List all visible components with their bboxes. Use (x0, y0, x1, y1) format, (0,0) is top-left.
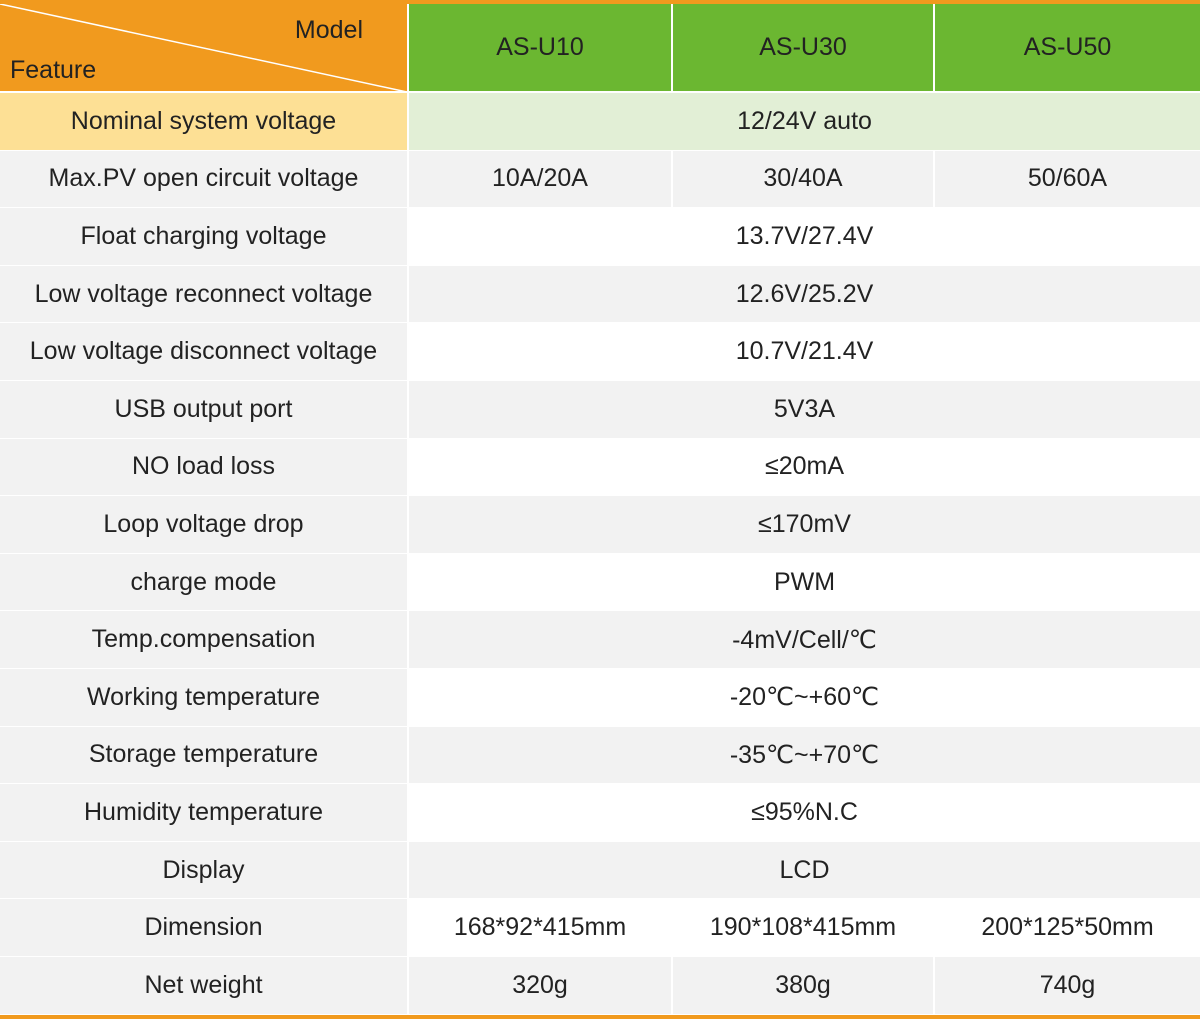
value-cell: 12.6V/25.2V (409, 265, 1200, 323)
feature-cell: charge mode (0, 553, 409, 611)
feature-cell: Loop voltage drop (0, 496, 409, 553)
table-row: Low voltage disconnect voltage 10.7V/21.… (0, 323, 1200, 381)
feature-cell: Temp.compensation (0, 611, 409, 668)
model-column-header: AS-U30 (673, 4, 935, 91)
value-cell: -4mV/Cell/℃ (409, 611, 1200, 668)
table-row: Working temperature -20℃~+60℃ (0, 668, 1200, 727)
table-row: Storage temperature -35℃~+70℃ (0, 726, 1200, 785)
feature-cell: Dimension (0, 899, 409, 956)
table-row: Nominal system voltage 12/24V auto (0, 93, 1200, 151)
value-cell: 12/24V auto (409, 93, 1200, 150)
value-cell: 50/60A (935, 150, 1200, 208)
feature-cell: USB output port (0, 380, 409, 438)
value-cell: 320g (409, 956, 673, 1014)
feature-cell: Low voltage reconnect voltage (0, 265, 409, 323)
diagonal-divider (0, 4, 408, 93)
value-cell: 190*108*415mm (673, 899, 935, 956)
value-cell: 10.7V/21.4V (409, 323, 1200, 380)
feature-header-label: Feature (10, 56, 97, 84)
value-cell: -20℃~+60℃ (409, 668, 1200, 726)
feature-cell: Display (0, 841, 409, 899)
table-row: Net weight 320g 380g 740g (0, 956, 1200, 1015)
feature-cell: Storage temperature (0, 726, 409, 784)
value-cell: ≤170mV (409, 496, 1200, 553)
value-cell: 740g (935, 956, 1200, 1014)
value-cell: 168*92*415mm (409, 899, 673, 956)
table-row: Loop voltage drop ≤170mV (0, 496, 1200, 554)
feature-cell: Low voltage disconnect voltage (0, 323, 409, 380)
table-row: USB output port 5V3A (0, 380, 1200, 439)
value-cell: 200*125*50mm (935, 899, 1200, 956)
table-row: Low voltage reconnect voltage 12.6V/25.2… (0, 265, 1200, 324)
value-cell: 30/40A (673, 150, 935, 208)
feature-cell: Nominal system voltage (0, 93, 409, 150)
value-cell: -35℃~+70℃ (409, 726, 1200, 784)
table-row: Dimension 168*92*415mm 190*108*415mm 200… (0, 899, 1200, 957)
value-cell: 5V3A (409, 380, 1200, 438)
table-header-row: Model Feature AS-U10 AS-U30 AS-U50 (0, 4, 1200, 93)
table-row: Float charging voltage 13.7V/27.4V (0, 208, 1200, 266)
table-row: Humidity temperature ≤95%N.C (0, 784, 1200, 842)
table-row: Temp.compensation -4mV/Cell/℃ (0, 611, 1200, 669)
value-cell: 13.7V/27.4V (409, 208, 1200, 265)
table-row: Display LCD (0, 841, 1200, 900)
value-cell: ≤20mA (409, 438, 1200, 496)
table-row: NO load loss ≤20mA (0, 438, 1200, 497)
feature-cell: Working temperature (0, 668, 409, 726)
model-header-label: Model (294, 16, 363, 44)
value-cell: ≤95%N.C (409, 784, 1200, 841)
header-corner-cell: Model Feature (0, 4, 409, 93)
value-cell: 380g (673, 956, 935, 1014)
model-column-header: AS-U10 (409, 4, 673, 91)
value-cell: 10A/20A (409, 150, 673, 208)
value-cell: PWM (409, 553, 1200, 611)
model-column-header: AS-U50 (935, 4, 1200, 91)
feature-cell: Max.PV open circuit voltage (0, 150, 409, 208)
value-cell: LCD (409, 841, 1200, 899)
feature-cell: NO load loss (0, 438, 409, 496)
table-row: charge mode PWM (0, 553, 1200, 612)
table-row: Max.PV open circuit voltage 10A/20A 30/4… (0, 150, 1200, 209)
feature-cell: Net weight (0, 956, 409, 1014)
feature-cell: Float charging voltage (0, 208, 409, 265)
feature-cell: Humidity temperature (0, 784, 409, 841)
